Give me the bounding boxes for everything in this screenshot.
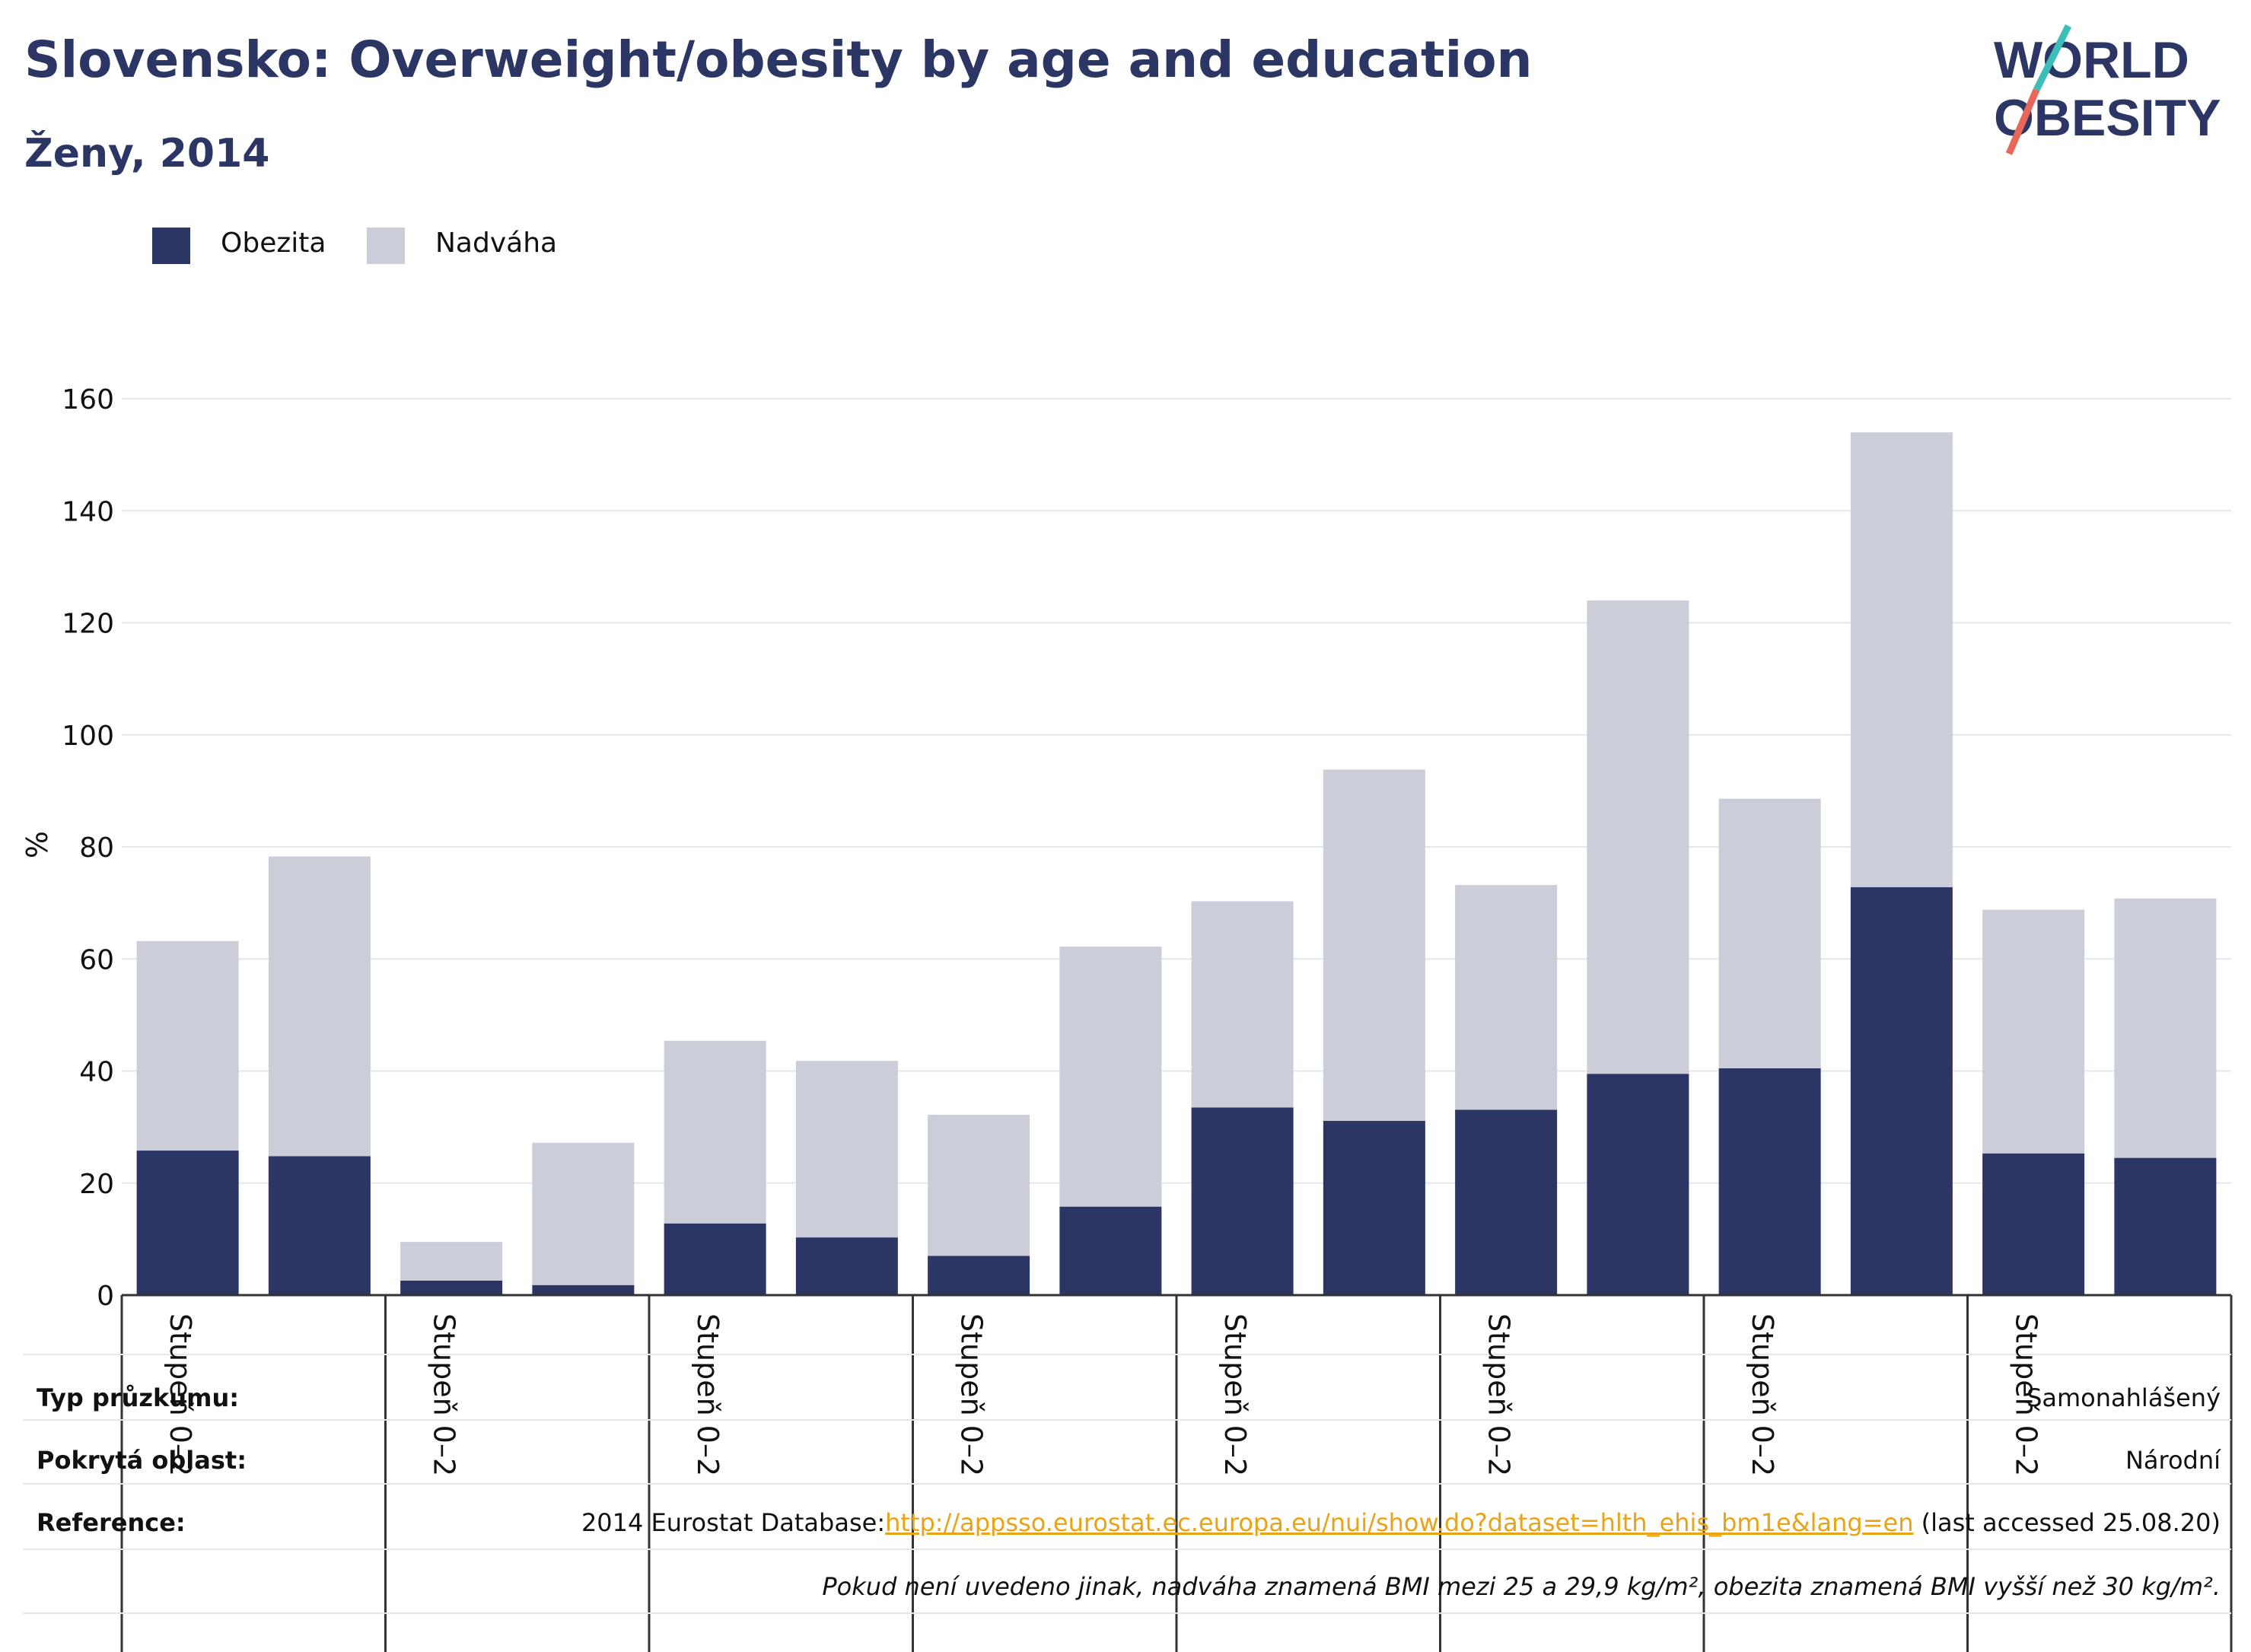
y-axis-label: %	[21, 831, 54, 858]
bars	[136, 432, 2217, 1295]
x-axis-group-labels: Stupeň 0–2 Stupeň 0–2 Stupeň 0–2 Stupeň 0–2…	[164, 1313, 2043, 1476]
legend-label-obezita: Obezita	[221, 228, 326, 259]
bar-obezita	[1323, 1121, 1425, 1295]
reference-link[interactable]: http://appsso.eurostat.ec.europa.eu/nui/…	[885, 1508, 1914, 1537]
y-tick-label: 140	[62, 496, 114, 527]
y-axis-ticks: 0 20 40 60 80 100 120 140 160	[62, 384, 114, 1312]
x-group-label: Stupeň 0–2	[164, 1313, 197, 1476]
bar-obezita	[532, 1284, 635, 1295]
bar-obezita	[1850, 887, 1953, 1295]
bar-obezita	[928, 1256, 1030, 1295]
bar-obezita	[1982, 1153, 2085, 1295]
bar-nadvaha	[1718, 798, 1821, 1068]
bar-nadvaha	[532, 1142, 635, 1285]
y-tick-label: 80	[79, 832, 114, 864]
bar-obezita	[1191, 1107, 1294, 1295]
bar-obezita	[1455, 1109, 1558, 1295]
y-tick-label: 40	[79, 1057, 114, 1088]
y-tick-label: 20	[79, 1169, 114, 1200]
x-group-label: Stupeň 0–2	[1218, 1313, 1252, 1476]
bar-obezita	[795, 1237, 898, 1295]
bar-nadvaha	[136, 941, 239, 1151]
bar-nadvaha	[2114, 898, 2217, 1158]
bar-nadvaha	[928, 1114, 1030, 1256]
bar-nadvaha	[795, 1061, 898, 1238]
bar-obezita	[136, 1151, 239, 1295]
x-group-label: Stupeň 0–2	[2010, 1313, 2043, 1476]
y-tick-label: 100	[62, 721, 114, 752]
bar-obezita	[664, 1223, 766, 1295]
bar-obezita	[268, 1156, 371, 1295]
legend-swatch-obezita	[152, 228, 190, 264]
x-group-label: Stupeň 0–2	[955, 1313, 989, 1476]
bar-nadvaha	[1455, 885, 1558, 1110]
bar-obezita	[2114, 1157, 2217, 1295]
bar-nadvaha	[1323, 769, 1425, 1122]
x-group-label: Stupeň 0–2	[1746, 1313, 1779, 1476]
bar-obezita	[1587, 1074, 1689, 1295]
bar-nadvaha	[1587, 600, 1689, 1074]
y-tick-label: 60	[79, 944, 114, 976]
bar-obezita	[1059, 1206, 1162, 1295]
bar-nadvaha	[1191, 901, 1294, 1108]
bar-obezita	[400, 1280, 503, 1295]
legend-swatch-nadvaha	[367, 228, 405, 264]
y-tick-label: 0	[97, 1281, 114, 1312]
bar-nadvaha	[664, 1040, 766, 1224]
bar-obezita	[1718, 1068, 1821, 1295]
bar-nadvaha	[400, 1242, 503, 1281]
page-subtitle: Ženy, 2014	[24, 131, 270, 177]
bar-nadvaha	[1982, 909, 2085, 1154]
group-separators	[23, 1295, 2233, 1652]
bar-nadvaha	[268, 856, 371, 1157]
legend-label-nadvaha: Nadváha	[435, 228, 558, 259]
logo-slash-top	[2033, 24, 2072, 92]
y-tick-label: 120	[62, 609, 114, 640]
x-group-label: Stupeň 0–2	[428, 1313, 461, 1476]
logo-line-1: WORLD	[1994, 31, 2189, 89]
world-obesity-logo: WORLD OBESITY	[1994, 24, 2221, 155]
logo-slash-bottom	[2005, 88, 2040, 155]
x-group-label: Stupeň 0–2	[691, 1313, 724, 1476]
bar-nadvaha	[1059, 947, 1162, 1207]
y-tick-label: 160	[62, 384, 114, 415]
bar-nadvaha	[1850, 432, 1953, 888]
page-title: Slovensko: Overweight/obesity by age and…	[24, 30, 1533, 89]
x-group-label: Stupeň 0–2	[1482, 1313, 1516, 1476]
